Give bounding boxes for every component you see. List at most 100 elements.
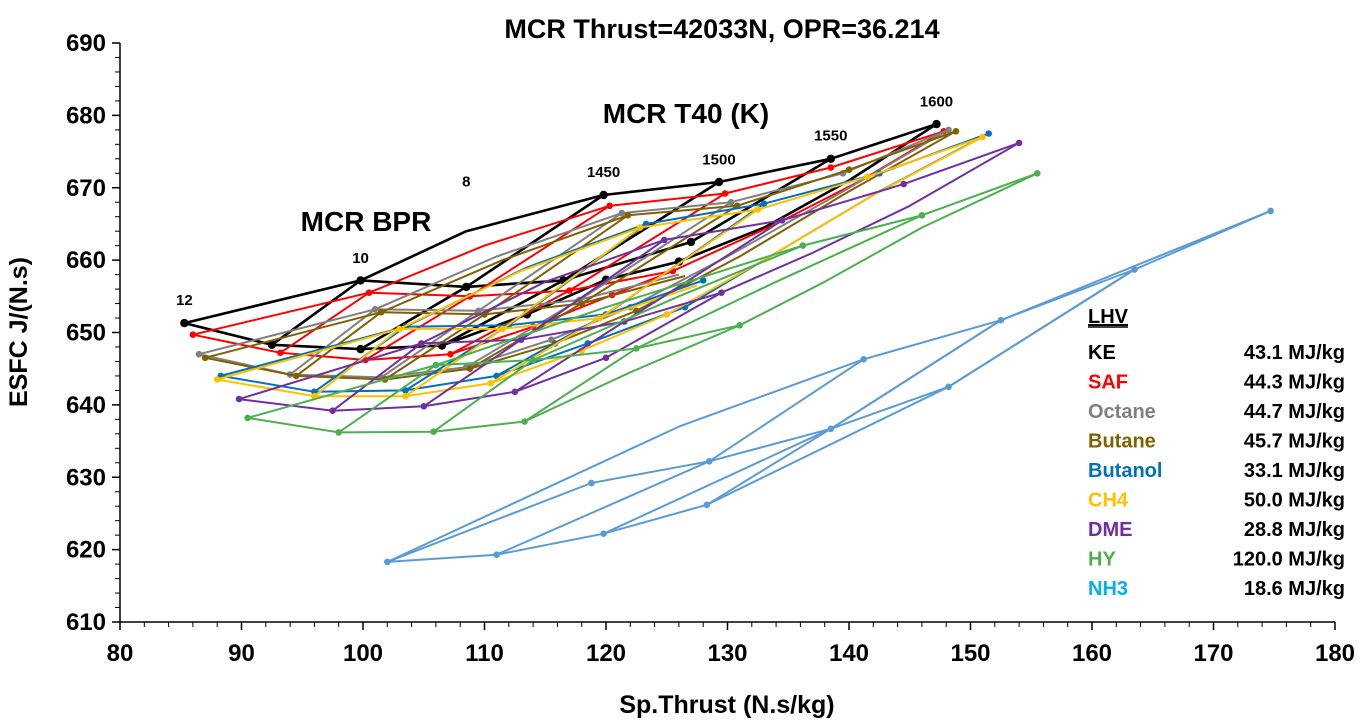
series-line: [247, 172, 1038, 419]
legend-entry-name: Octane: [1088, 401, 1156, 423]
legend-entry-value: 18.6 MJ/kg: [1244, 578, 1345, 600]
data-point: [703, 501, 711, 509]
data-point: [267, 340, 277, 349]
y-tick-label: 680: [66, 102, 106, 129]
legend-entry-name: Butane: [1088, 431, 1156, 453]
data-point: [633, 345, 640, 352]
legend-entry-name: DME: [1088, 519, 1132, 541]
data-point: [588, 479, 595, 487]
x-tick-label: 80: [107, 640, 134, 667]
series-line: [184, 123, 938, 351]
axes: 80 90 100 110 120 130 140 150 160 170 180 610 620 63…: [66, 30, 1355, 667]
series-nh3: [384, 207, 1274, 566]
data-point: [721, 190, 729, 197]
x-tick-label: 140: [829, 640, 869, 667]
data-point: [985, 130, 992, 137]
data-point: [1015, 139, 1023, 147]
series-layer: [180, 119, 1274, 566]
y-tick-label: 610: [66, 609, 106, 636]
series-ke: [180, 119, 941, 354]
data-point: [945, 383, 952, 391]
x-tick-label: 150: [950, 640, 990, 667]
data-point: [189, 331, 197, 339]
y-tick-label: 690: [66, 30, 106, 57]
series-line: [432, 244, 804, 433]
data-point: [760, 200, 768, 207]
data-point: [466, 365, 474, 373]
data-point: [277, 349, 284, 357]
data-point: [826, 154, 835, 163]
series-line: [271, 157, 832, 346]
data-point: [487, 379, 494, 387]
data-point: [606, 202, 613, 210]
series-line: [496, 358, 865, 556]
data-point: [402, 392, 409, 400]
data-point: [718, 289, 725, 297]
legend-entry-value: 33.1 MJ/kg: [1244, 460, 1345, 482]
data-point: [356, 344, 365, 354]
data-point: [529, 356, 537, 364]
data-point: [900, 180, 907, 188]
data-point: [860, 356, 867, 363]
data-point: [235, 395, 243, 403]
legend-entry-value: 28.8 MJ/kg: [1244, 519, 1345, 541]
series-dme: [235, 139, 1023, 415]
data-point: [511, 388, 519, 396]
series-line: [387, 209, 1271, 563]
t40-value-label: 1450: [587, 164, 620, 181]
y-tick-label: 630: [66, 464, 106, 491]
data-point: [932, 119, 941, 129]
t40-annotation: MCR T40 (K): [603, 98, 769, 129]
data-point: [432, 361, 440, 369]
legend-entry-name: SAF: [1088, 372, 1128, 394]
series-ch4: [213, 133, 986, 400]
bpr-annotation: MCR BPR: [301, 206, 432, 237]
x-tick-label: 130: [707, 640, 747, 667]
y-tick-label: 670: [66, 175, 106, 202]
data-point: [578, 300, 585, 307]
data-point: [499, 325, 507, 333]
legend-entry-name: KE: [1088, 342, 1116, 364]
data-point: [600, 530, 607, 537]
data-point: [517, 336, 525, 344]
data-point: [952, 128, 960, 135]
legend-entry-value: 43.1 MJ/kg: [1244, 342, 1345, 364]
data-point: [663, 311, 671, 318]
bpr-value-label: 8: [462, 173, 470, 190]
y-tick-label: 650: [66, 320, 106, 347]
data-point: [699, 277, 707, 284]
data-point: [661, 236, 668, 244]
data-point: [599, 190, 608, 200]
data-point: [945, 126, 952, 134]
t40-value-label: 1600: [920, 94, 953, 111]
data-point: [213, 376, 221, 383]
t40-value-label: 1550: [814, 128, 847, 145]
t40-value-label: 1500: [702, 152, 735, 169]
data-point: [521, 418, 528, 425]
data-point: [329, 407, 336, 415]
data-point: [201, 354, 209, 362]
x-tick-label: 170: [1193, 640, 1233, 667]
data-point: [778, 217, 786, 224]
data-point: [863, 173, 871, 181]
legend-entry-name: CH4: [1088, 490, 1129, 512]
data-point: [1034, 170, 1041, 177]
data-point: [827, 164, 835, 171]
data-point: [727, 198, 735, 206]
data-point: [736, 322, 743, 329]
bpr-value-label: 12: [176, 292, 193, 309]
data-point: [365, 289, 373, 297]
series-line: [204, 130, 957, 381]
data-point: [754, 206, 762, 213]
data-point: [447, 350, 454, 358]
x-tick-label: 100: [343, 640, 383, 667]
series-line: [247, 172, 1038, 434]
data-point: [596, 314, 604, 322]
annotation-layer: MCR T40 (K) MCR BPR 1450 1500 1550 1600 12 10…: [176, 94, 953, 309]
legend-entry-name: Butanol: [1088, 460, 1162, 482]
legend: LHV KE 43.1 MJ/kg SAF 44.3 MJ/kg Octane 44.7 M…: [1088, 306, 1345, 600]
x-axis-label: Sp.Thrust (N.s/kg): [619, 691, 834, 719]
data-point: [686, 237, 696, 247]
data-point: [377, 308, 385, 316]
bpr-value-label: 10: [352, 250, 369, 267]
